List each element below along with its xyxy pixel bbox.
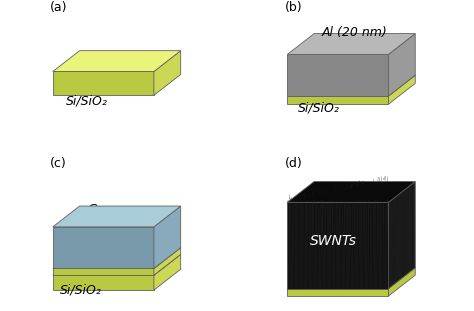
Text: Al (20 nm): Al (20 nm) (321, 26, 387, 39)
Polygon shape (287, 268, 415, 289)
Text: (a): (a) (50, 1, 67, 14)
Polygon shape (287, 34, 415, 54)
Polygon shape (287, 75, 415, 96)
Polygon shape (287, 289, 389, 296)
Polygon shape (389, 75, 415, 104)
Polygon shape (389, 182, 415, 289)
Text: Al: Al (137, 250, 149, 263)
Text: (c): (c) (50, 157, 66, 169)
Polygon shape (53, 268, 154, 275)
Text: SWNTs: SWNTs (310, 234, 356, 248)
Text: Co: Co (87, 203, 104, 216)
Polygon shape (53, 206, 181, 227)
Text: Si/SiO₂: Si/SiO₂ (66, 94, 108, 107)
Text: Si/SiO₂: Si/SiO₂ (60, 283, 102, 296)
Text: (d): (d) (284, 157, 302, 169)
Polygon shape (53, 248, 181, 268)
Text: Si/SiO₂: Si/SiO₂ (298, 102, 340, 115)
Polygon shape (53, 227, 154, 268)
Polygon shape (154, 206, 181, 268)
Polygon shape (389, 34, 415, 96)
Text: (b): (b) (284, 1, 302, 14)
Polygon shape (287, 54, 389, 96)
Polygon shape (53, 72, 154, 95)
Polygon shape (287, 202, 389, 289)
Polygon shape (154, 248, 181, 275)
Polygon shape (287, 182, 415, 202)
Polygon shape (389, 268, 415, 296)
Polygon shape (53, 254, 181, 275)
Polygon shape (287, 96, 389, 104)
Polygon shape (154, 254, 181, 290)
Polygon shape (53, 275, 154, 290)
Polygon shape (53, 51, 181, 72)
Polygon shape (154, 51, 181, 95)
